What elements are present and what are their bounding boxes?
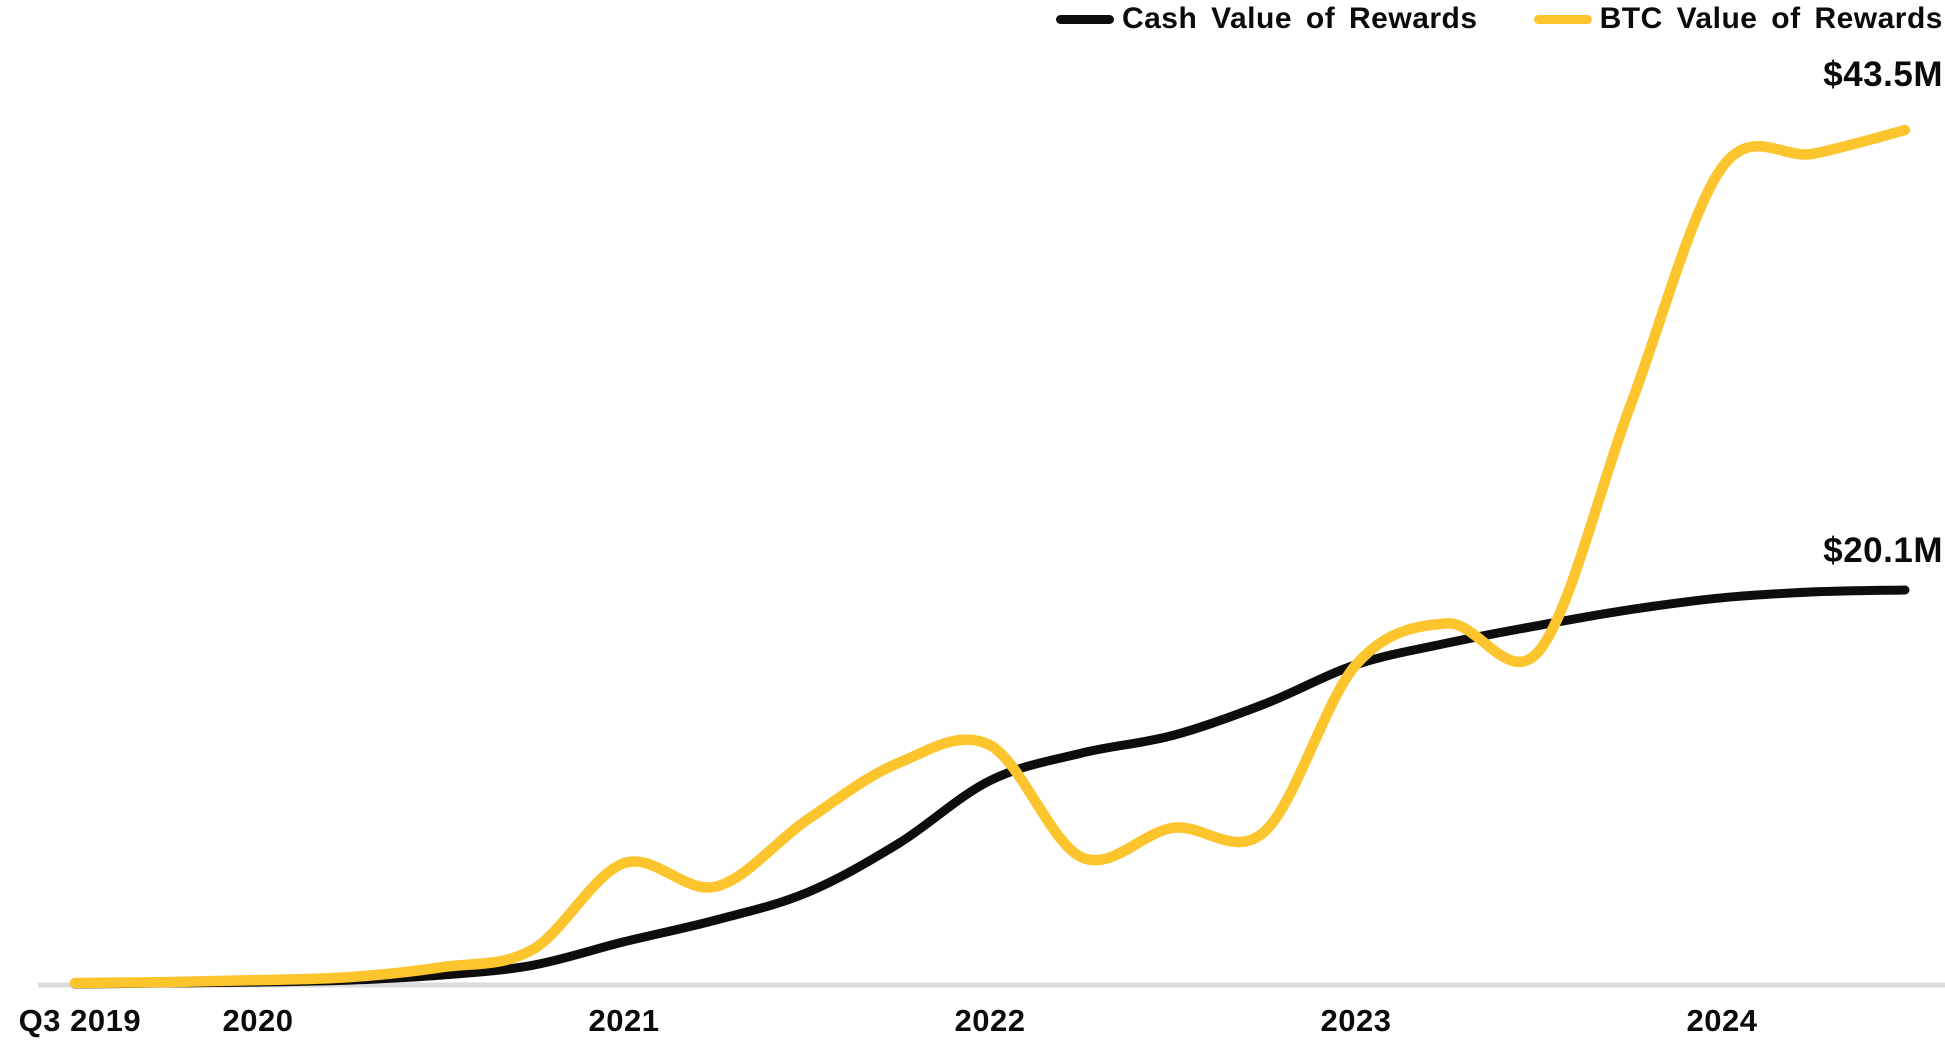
legend-label-btc: BTC Value of Rewards xyxy=(1599,2,1943,35)
btc-end-value-label: $43.5M xyxy=(1823,55,1943,95)
legend-label-cash: Cash Value of Rewards xyxy=(1121,2,1478,35)
legend-item-btc: BTC Value of Rewards xyxy=(1533,2,1943,36)
chart-legend: Cash Value of Rewards BTC Value of Rewar… xyxy=(1055,2,1943,36)
x-tick-2021: 2021 xyxy=(588,1003,660,1038)
btc-line-swatch-icon xyxy=(1533,14,1592,24)
cash-line xyxy=(70,585,1910,989)
cash-line-swatch-icon xyxy=(1055,14,1114,24)
x-tick-q3-2019: Q3 2019 xyxy=(18,1003,142,1038)
x-tick-2023: 2023 xyxy=(1320,1003,1392,1038)
x-tick-2022: 2022 xyxy=(954,1003,1026,1038)
x-tick-2024: 2024 xyxy=(1686,1003,1758,1038)
legend-item-cash: Cash Value of Rewards xyxy=(1055,2,1478,36)
x-tick-2020: 2020 xyxy=(222,1003,294,1038)
btc-line xyxy=(69,124,1911,989)
cash-end-value-label: $20.1M xyxy=(1823,530,1943,570)
